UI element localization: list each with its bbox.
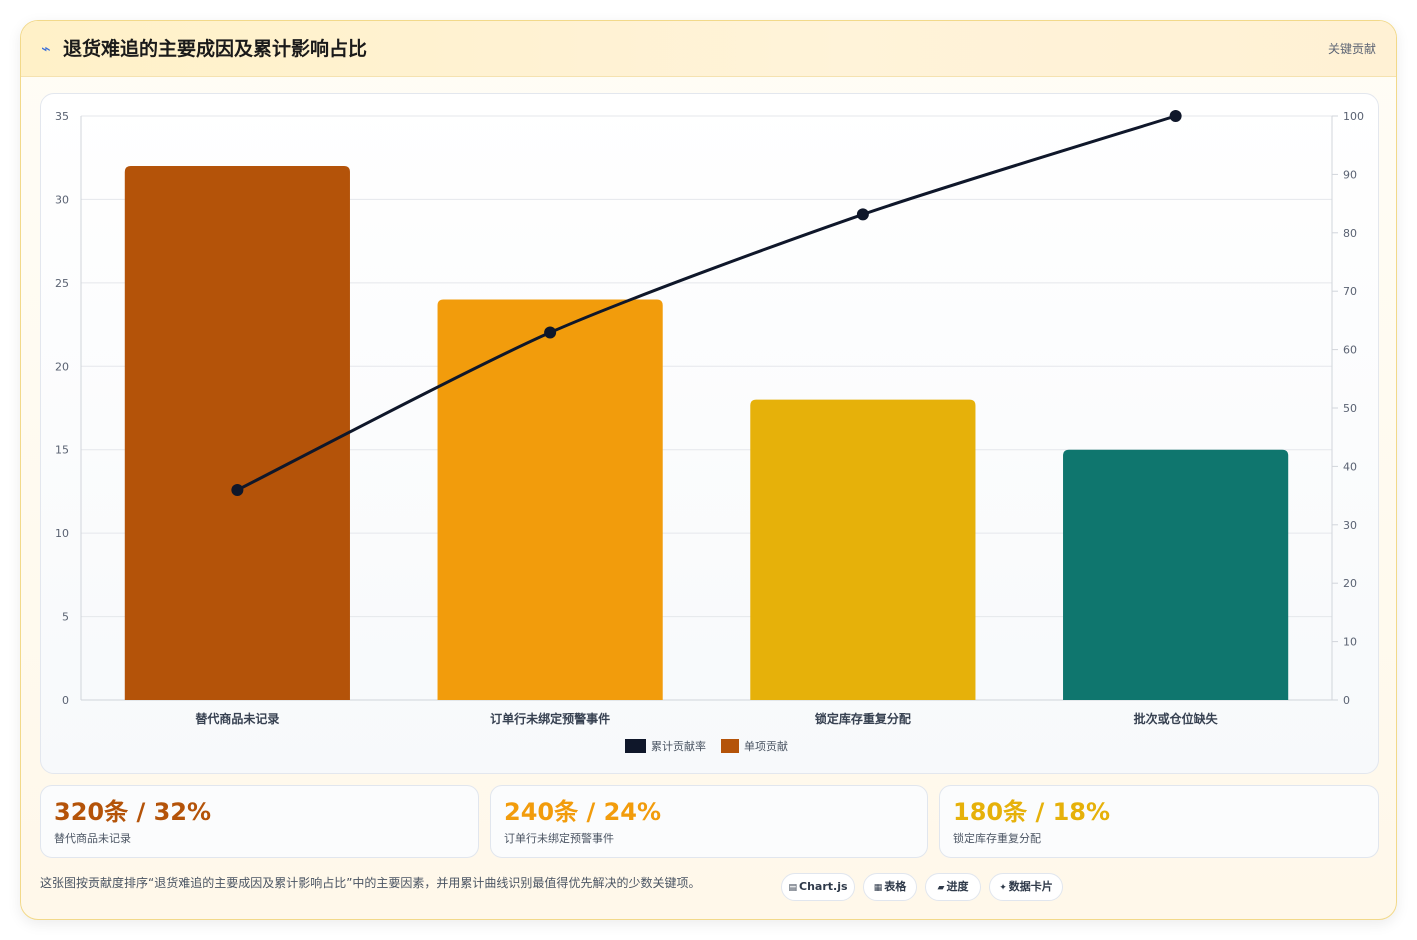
pareto-chart: 0 5 10 15 20 25 30 35 0 10 20 30 40 50 60 70 80 90 100 替代商品…	[55, 110, 1364, 753]
bar	[437, 299, 663, 700]
stat-label: 订单行未绑定预警事件	[504, 832, 614, 845]
y2-tick-label: 10	[1343, 636, 1357, 649]
chart-area: 0 5 10 15 20 25 30 35 0 10 20 30 40 50 60 70 80 90 100 替代商品…	[40, 93, 1379, 774]
chart-icon: ▤	[788, 883, 797, 893]
header-tag: 关键贡献	[1327, 42, 1376, 56]
cumulative-line	[236, 114, 1177, 492]
y2-tick-label: 30	[1343, 519, 1357, 532]
stat-value: 320条 / 32%	[54, 798, 212, 826]
table-icon: ▦	[873, 883, 883, 893]
chip-label: 进度	[946, 880, 969, 893]
legend-swatch	[721, 739, 739, 753]
stat-label: 替代商品未记录	[54, 832, 131, 845]
stat-value: 240条 / 24%	[504, 798, 662, 826]
progress-icon: ▰	[937, 883, 945, 893]
card-header: ⌁ 退货难追的主要成因及累计影响占比 关键贡献	[21, 21, 1396, 77]
sparkle-icon: ✦	[999, 883, 1007, 893]
y2-tick-label: 100	[1343, 110, 1364, 123]
chip-progress[interactable]: ▰ 进度	[925, 873, 981, 901]
chip-label: 数据卡片	[1008, 880, 1053, 893]
chart-card: ⌁ 退货难追的主要成因及累计影响占比 关键贡献 0 5 10 15 20 25 30 35 0 1…	[20, 20, 1397, 920]
y2-tick-label: 70	[1343, 285, 1357, 298]
legend-swatch	[625, 739, 646, 753]
cumulative-point	[1169, 110, 1182, 122]
x-category-label: 批次或仓位缺失	[1134, 711, 1219, 726]
x-category-label: 订单行未绑定预警事件	[490, 711, 610, 726]
y2-tick-label: 60	[1343, 344, 1357, 357]
y-tick-label: 20	[55, 360, 69, 373]
cumulative-point	[544, 326, 557, 339]
y2-tick-label: 90	[1343, 168, 1357, 181]
y2-tick-label: 40	[1343, 460, 1357, 473]
bar	[750, 399, 976, 700]
lightning-icon: ⌁	[41, 39, 51, 58]
chip-chartjs[interactable]: ▤ Chart.js	[781, 873, 855, 901]
y-tick-label: 0	[62, 694, 69, 707]
bar	[124, 166, 350, 701]
cumulative-point	[231, 483, 244, 496]
y2-tick-label: 20	[1343, 577, 1357, 590]
y-tick-label: 30	[55, 193, 69, 206]
chart-title: 退货难追的主要成因及累计影响占比	[63, 38, 368, 60]
y-tick-label: 5	[62, 611, 69, 624]
y-tick-label: 25	[55, 277, 69, 290]
footer-note: 这张图按贡献度排序“退货难追的主要成因及累计影响占比”中的主要因素，并用累计曲线…	[40, 876, 701, 890]
chip-label: 表格	[884, 880, 907, 893]
chip-data-card[interactable]: ✦ 数据卡片	[989, 873, 1063, 901]
chip-label: Chart.js	[799, 880, 848, 893]
bar	[1063, 449, 1289, 700]
y-tick-label: 35	[55, 110, 69, 123]
stat-card-2: 240条 / 24% 订单行未绑定预警事件	[490, 785, 928, 858]
stat-card-1: 320条 / 32% 替代商品未记录	[40, 785, 479, 858]
y2-tick-label: 0	[1343, 694, 1350, 707]
chip-table[interactable]: ▦ 表格	[863, 873, 917, 901]
legend-label: 单项贡献	[744, 739, 788, 753]
y-tick-label: 10	[55, 527, 69, 540]
x-category-label: 锁定库存重复分配	[815, 711, 911, 726]
x-category-label: 替代商品未记录	[195, 711, 279, 726]
y-tick-label: 15	[55, 444, 69, 457]
stat-label: 锁定库存重复分配	[953, 832, 1041, 845]
legend-label: 累计贡献率	[651, 739, 706, 753]
y2-tick-label: 50	[1343, 402, 1357, 415]
cumulative-point	[856, 208, 869, 221]
y2-tick-label: 80	[1343, 227, 1357, 240]
stat-value: 180条 / 18%	[953, 798, 1111, 826]
stat-card-3: 180条 / 18% 锁定库存重复分配	[939, 785, 1379, 858]
